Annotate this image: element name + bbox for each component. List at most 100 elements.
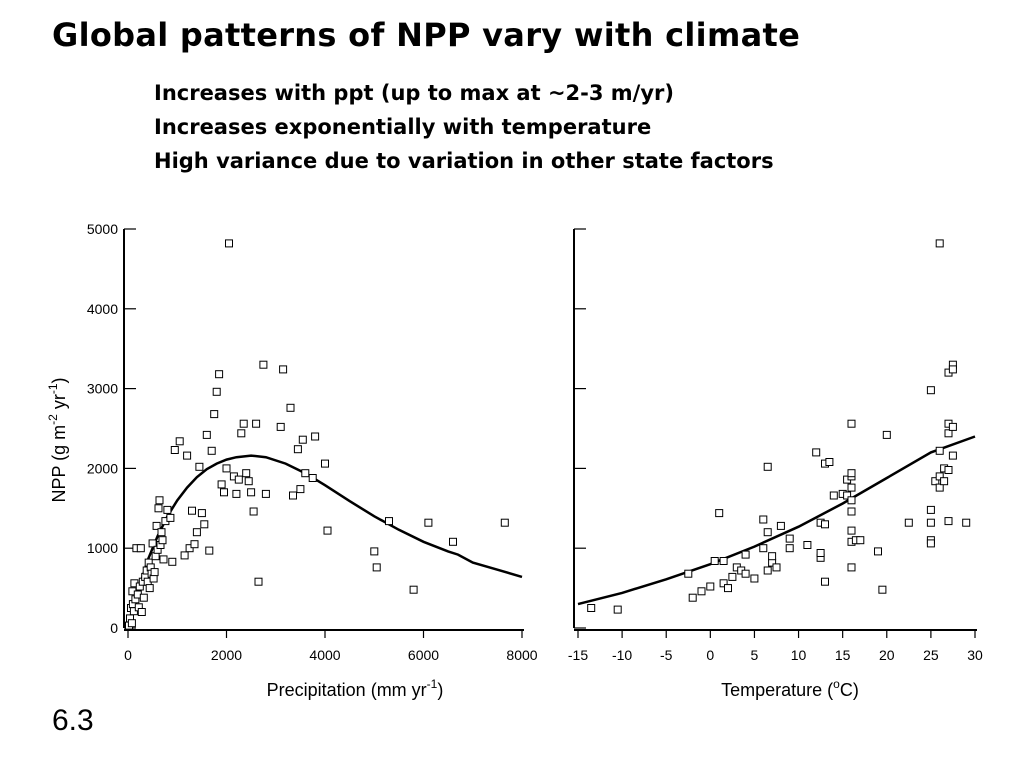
precipitation-y-tick-label: 0 xyxy=(110,620,118,636)
precipitation-data-point xyxy=(127,619,136,628)
precipitation-data-point xyxy=(166,513,175,522)
temperature-data-point xyxy=(706,582,715,591)
temperature-data-point xyxy=(763,566,772,575)
precipitation-data-point xyxy=(249,507,258,516)
precipitation-data-point xyxy=(159,555,168,564)
temperature-data-point xyxy=(741,569,750,578)
precipitation-data-point xyxy=(158,536,167,545)
temperature-data-point xyxy=(724,584,732,593)
bullet-item: Increases exponentially with temperature xyxy=(154,115,652,139)
precipitation-data-point xyxy=(234,475,243,484)
precipitation-data-point xyxy=(202,430,211,439)
precipitation-data-point xyxy=(145,584,154,593)
precipitation-data-point xyxy=(163,505,172,514)
temperature-data-point xyxy=(741,550,750,559)
temperature-x-tick-label: -5 xyxy=(660,647,673,663)
precipitation-data-point xyxy=(180,551,189,560)
precipitation-data-point xyxy=(168,557,177,566)
precipitation-data-point xyxy=(188,506,196,515)
precipitation-data-point xyxy=(152,521,161,530)
temperature-data-point xyxy=(847,469,856,478)
precipitation-data-point xyxy=(244,477,253,486)
bullet-item: Increases with ppt (up to max at ~2-3 m/… xyxy=(154,81,674,105)
precipitation-data-point xyxy=(210,410,219,419)
temperature-data-point xyxy=(948,422,957,431)
precipitation-data-point xyxy=(155,496,164,505)
temperature-x-tick-label: 15 xyxy=(835,647,851,663)
precipitation-y-tick-label: 1000 xyxy=(87,540,118,556)
temperature-data-point xyxy=(948,451,957,460)
precipitation-data-point xyxy=(289,491,297,500)
temperature-data-point xyxy=(750,574,759,583)
precipitation-data-point xyxy=(385,517,393,526)
precipitation-data-point xyxy=(247,488,256,497)
temperature-data-point xyxy=(816,549,825,557)
slide-number: 6.3 xyxy=(52,704,94,737)
precipitation-data-point xyxy=(200,520,209,529)
precipitation-x-tick-label: 6000 xyxy=(408,647,439,663)
temperature-data-point xyxy=(847,563,856,572)
precipitation-data-point xyxy=(276,422,285,431)
temperature-data-point xyxy=(962,518,971,527)
precipitation-data-point xyxy=(183,451,192,460)
temperature-data-point xyxy=(843,491,852,500)
temperature-data-point xyxy=(688,593,697,602)
precipitation-data-point xyxy=(254,577,263,586)
temperature-data-point xyxy=(878,585,887,594)
precipitation-data-point xyxy=(293,445,302,454)
temperature-data-point xyxy=(926,518,935,527)
precipitation-data-point xyxy=(222,464,231,473)
precipitation-data-point xyxy=(500,518,509,527)
precipitation-data-point xyxy=(323,526,332,535)
precipitation-data-point xyxy=(170,446,179,454)
temperature-data-point xyxy=(821,577,829,586)
temperature-x-tick-label: 20 xyxy=(879,647,895,663)
precipitation-data-point xyxy=(212,387,221,396)
precipitation-fit-curve xyxy=(126,454,523,629)
temperature-data-point xyxy=(684,569,693,578)
precipitation-data-point xyxy=(205,546,214,555)
temperature-x-tick-label: 25 xyxy=(923,647,939,663)
temperature-data-point xyxy=(944,517,953,526)
precipitation-marks: 0 1000 2000 3000 4000 5000 0 2000 4000 6000 8000 xyxy=(87,221,538,663)
temperature-data-point xyxy=(821,520,829,529)
temperature-data-point xyxy=(847,419,856,428)
precipitation-data-point xyxy=(242,469,251,478)
temperature-data-point xyxy=(944,466,953,474)
temperature-data-point xyxy=(812,448,821,457)
temperature-data-point xyxy=(772,563,781,572)
precipitation-data-point xyxy=(237,429,246,438)
slide-title: Global patterns of NPP vary with climate xyxy=(52,16,801,54)
temperature-data-point xyxy=(785,544,794,553)
precipitation-y-tick-label: 5000 xyxy=(87,221,118,237)
precipitation-data-point xyxy=(301,469,310,478)
temperature-data-point xyxy=(847,483,856,492)
temperature-data-point xyxy=(926,539,935,548)
temperature-data-point xyxy=(613,605,622,614)
precipitation-data-point xyxy=(154,504,163,513)
precipitation-data-point xyxy=(321,459,329,468)
precipitation-y-tick-label: 2000 xyxy=(87,460,118,476)
temperature-data-point xyxy=(829,491,838,500)
temperature-data-point xyxy=(759,515,768,524)
precipitation-data-point xyxy=(261,489,270,498)
temperature-data-point xyxy=(856,536,865,545)
bullet-item: High variance due to variation in other … xyxy=(154,149,774,173)
precipitation-data-point xyxy=(286,403,295,412)
temperature-data-point xyxy=(874,547,882,556)
temperature-data-point xyxy=(935,239,944,248)
precipitation-x-tick-label: 4000 xyxy=(309,647,340,663)
precipitation-data-point xyxy=(252,419,261,428)
precipitation-x-axis-label: Precipitation (mm yr-1) xyxy=(267,677,444,700)
temperature-data-point xyxy=(948,365,957,374)
precipitation-data-point xyxy=(137,608,146,616)
temperature-data-point xyxy=(587,604,596,612)
temperature-x-tick-label: -10 xyxy=(612,647,632,663)
precipitation-data-point xyxy=(190,540,199,549)
precipitation-data-point xyxy=(259,360,268,369)
temperature-x-tick-label: 5 xyxy=(751,647,759,663)
temperature-data-point xyxy=(768,552,777,561)
precipitation-y-tick-label: 4000 xyxy=(87,301,118,317)
precipitation-data-point xyxy=(136,544,145,553)
